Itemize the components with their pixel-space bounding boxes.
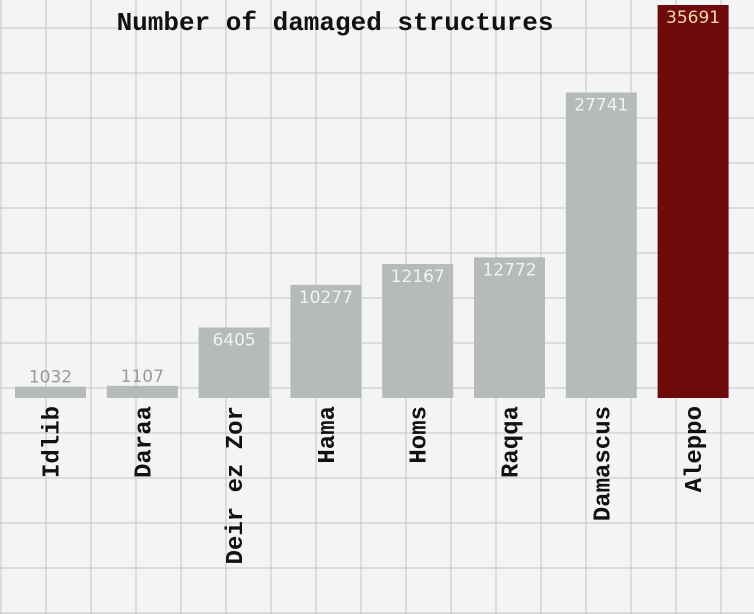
bar xyxy=(106,385,178,398)
x-tick-label: Homs xyxy=(407,406,434,464)
x-tick-label: Raqqa xyxy=(499,406,526,478)
bar xyxy=(657,5,729,398)
x-tick-label: Damascus xyxy=(590,406,617,521)
bar xyxy=(474,257,545,398)
x-tick-label: Deir ez Zor xyxy=(223,406,250,564)
x-tick-label: Hama xyxy=(315,406,342,464)
bar xyxy=(382,264,454,398)
value-label: 6405 xyxy=(212,330,255,350)
bar xyxy=(198,327,270,398)
value-label: 10277 xyxy=(299,288,353,308)
bar xyxy=(15,386,86,398)
bar xyxy=(290,284,362,398)
x-tick-label: Idlib xyxy=(40,406,67,478)
chart-title: Number of damaged structures xyxy=(117,8,554,38)
value-label: 1107 xyxy=(121,367,164,387)
x-tick-label: Daraa xyxy=(131,406,158,478)
x-tick-label: Aleppo xyxy=(682,406,709,492)
value-label: 12167 xyxy=(391,267,445,287)
value-label: 35691 xyxy=(666,8,720,28)
value-label: 12772 xyxy=(482,260,536,280)
value-label: 1032 xyxy=(29,368,72,388)
value-label: 27741 xyxy=(574,96,628,116)
bar xyxy=(565,92,637,398)
